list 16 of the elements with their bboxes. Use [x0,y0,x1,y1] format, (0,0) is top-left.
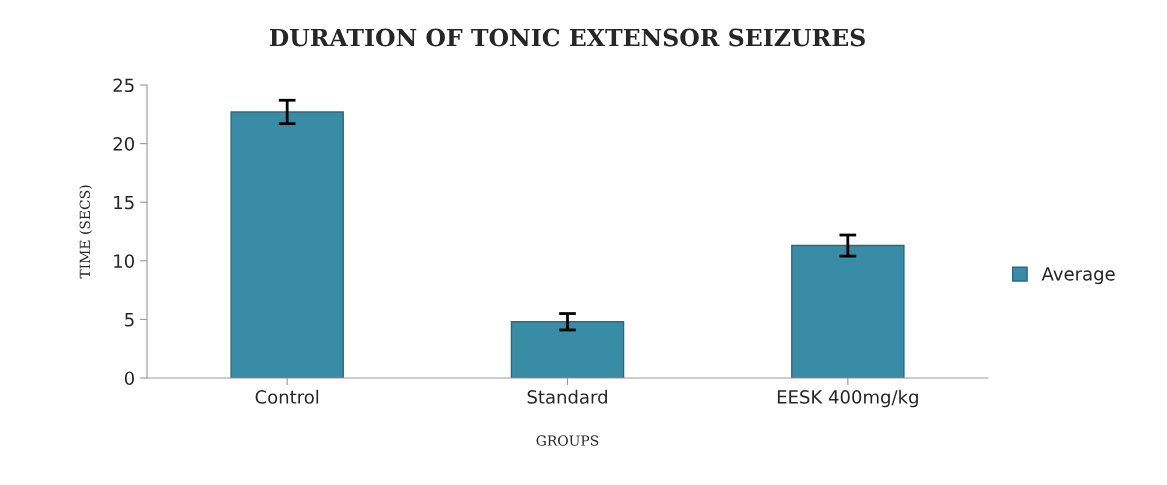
legend-label: Average [1041,267,1115,285]
chart-title: DURATION OF TONIC EXTENSOR SEIZURES [269,28,865,47]
y-tick-label: 20 [113,137,134,151]
y-tick-label: 0 [124,371,134,386]
y-tick-label: 10 [114,254,134,268]
y-axis-title: TIME (SECS) [79,185,93,279]
y-tick-label: 25 [113,78,134,93]
bar [510,321,625,378]
x-axis-title: GROUPS [536,435,599,446]
x-tick-label: Control [255,389,319,404]
x-tick-label: Standard [527,389,607,404]
y-tick-label: 15 [114,195,134,210]
x-tick-label: EESK 400mg/kg [777,389,918,408]
bar [230,111,344,378]
y-tick-label: 5 [125,313,134,327]
bar [791,244,905,378]
